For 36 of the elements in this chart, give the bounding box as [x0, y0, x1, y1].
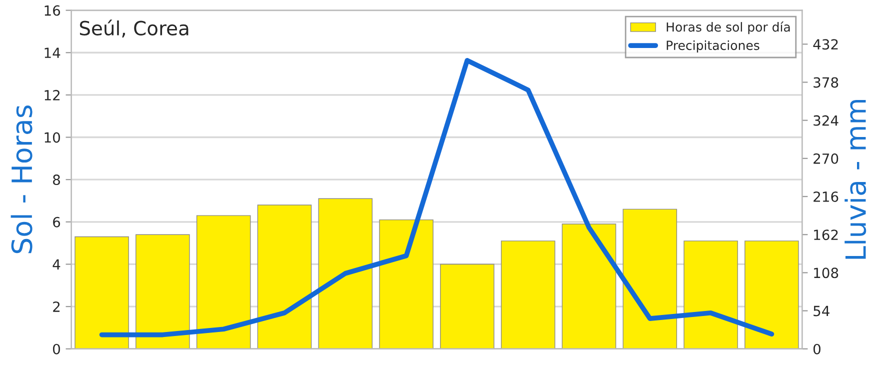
bar: [500, 240, 556, 349]
y-axis-title: Sol - Horas: [10, 106, 32, 254]
y-tick-label: 6: [53, 216, 60, 228]
bar: [257, 204, 312, 349]
bar: [440, 264, 494, 349]
y2-tick-label: 432: [813, 39, 838, 50]
y-tick-label: 8: [53, 174, 60, 186]
bar: [622, 208, 678, 349]
legend-label: Horas de sol por día: [666, 22, 790, 34]
y2-tick-label: 378: [814, 77, 838, 88]
y-tick-label: 2: [53, 302, 60, 312]
legend-label: Precipitaciones: [666, 40, 760, 52]
bar: [74, 236, 129, 349]
y-tick-label: 10: [44, 132, 60, 143]
bar: [379, 219, 434, 349]
y2-tick-label: 108: [814, 268, 838, 278]
y2-axis-title: Lluvia - mm: [844, 100, 866, 259]
y2-tick-label: 0: [813, 344, 820, 354]
bar: [744, 240, 799, 349]
y-tick-label: 0: [53, 344, 60, 354]
y2-tick-label: 270: [814, 153, 838, 164]
y-tick-label: 12: [44, 90, 60, 100]
bar: [684, 240, 738, 349]
bar: [136, 234, 190, 349]
y-tick-label: 14: [44, 48, 60, 58]
y2-tick-label: 324: [814, 115, 838, 126]
y2-tick-label: 216: [814, 191, 838, 202]
bar: [196, 215, 251, 349]
y2-tick-label: 54: [814, 306, 830, 316]
chart-title: Seúl, Corea: [80, 20, 188, 38]
y-tick-label: 16: [44, 5, 60, 16]
y2-tick-label: 162: [814, 230, 838, 240]
y-tick-label: 4: [52, 259, 60, 270]
bar: [318, 198, 373, 349]
bar: [562, 224, 616, 349]
line-series: [99, 58, 774, 338]
